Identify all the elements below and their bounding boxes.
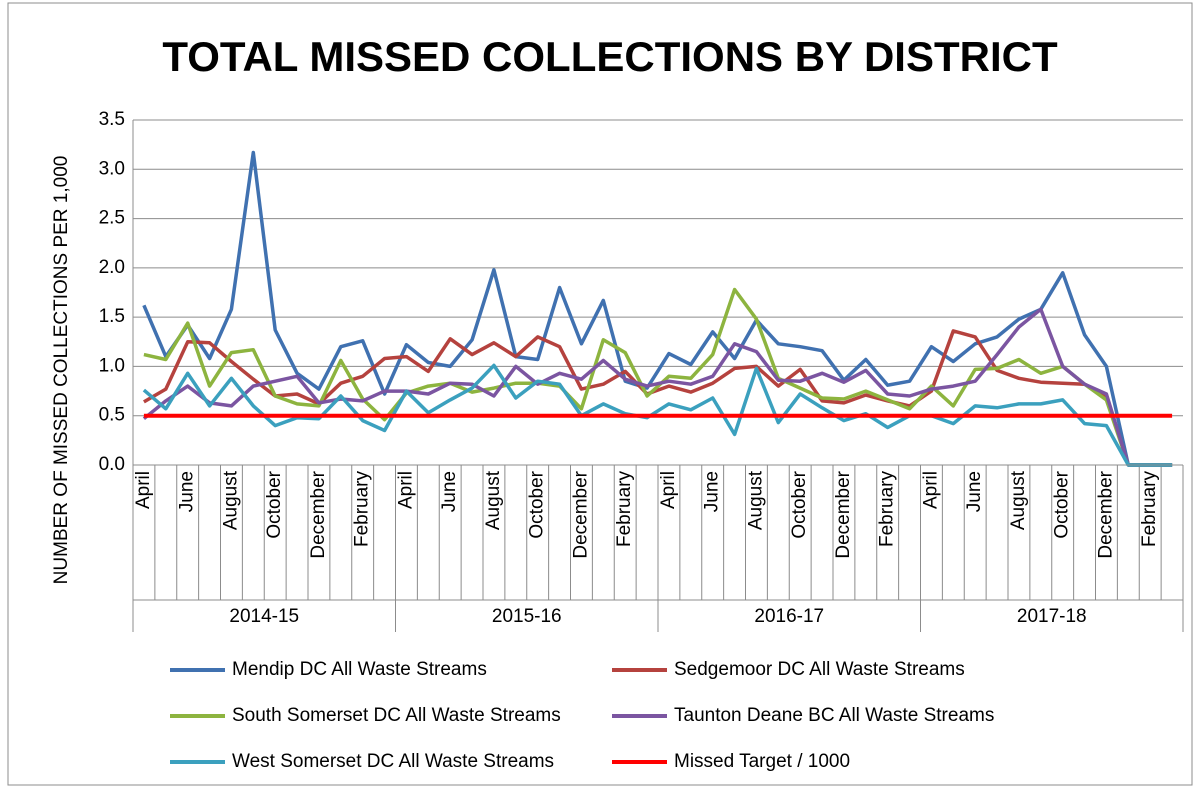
x-tick-label: October: [264, 470, 285, 538]
x-tick-label: February: [1139, 471, 1160, 548]
x-tick-label: April: [920, 471, 941, 509]
chart-frame: [7, 2, 1193, 786]
series-line: [143, 329, 1173, 467]
x-tick-label: August: [1008, 470, 1029, 530]
group-label: 2017-18: [1017, 606, 1087, 627]
y-tick-label: 0.5: [99, 405, 125, 426]
legend-label: Missed Target / 1000: [674, 751, 850, 772]
legend-label: Taunton Deane BC All Waste Streams: [674, 705, 994, 726]
legend-label: South Somerset DC All Waste Streams: [232, 705, 561, 726]
x-tick-label: February: [614, 471, 635, 548]
y-axis-label: NUMBER OF MISSED COLLECTIONS PER 1,000: [51, 156, 72, 585]
x-tick-label: December: [308, 470, 329, 558]
x-tick-label: August: [220, 470, 241, 530]
x-tick-label: December: [1095, 470, 1116, 558]
x-tick-label: April: [133, 471, 154, 509]
x-tick-label: April: [395, 471, 416, 509]
series-line: [142, 307, 1173, 467]
legend-label: West Somerset DC All Waste Streams: [232, 751, 554, 772]
x-tick-label: April: [658, 471, 679, 509]
chart-title: TOTAL MISSED COLLECTIONS BY DISTRICT: [162, 33, 1058, 80]
x-tick-label: August: [745, 470, 766, 530]
y-tick-label: 2.0: [99, 257, 125, 278]
x-tick-label: October: [789, 470, 810, 538]
x-tick-label: October: [527, 470, 548, 538]
x-tick-label: December: [570, 470, 591, 558]
group-label: 2015-16: [492, 606, 562, 627]
series-line: [142, 363, 1173, 467]
x-tick-label: December: [833, 470, 854, 558]
x-tick-label: June: [964, 471, 985, 512]
legend-label: Sedgemoor DC All Waste Streams: [674, 659, 965, 680]
series-line: [142, 150, 1173, 467]
x-tick-label: June: [702, 471, 723, 512]
x-tick-label: February: [352, 471, 373, 548]
x-tick-label: June: [439, 471, 460, 512]
y-tick-label: 2.5: [99, 208, 125, 229]
group-label: 2014-15: [229, 606, 299, 627]
series-line: [143, 287, 1173, 467]
x-tick-label: August: [483, 470, 504, 530]
y-tick-label: 1.5: [99, 306, 125, 327]
y-tick-label: 3.5: [99, 109, 125, 130]
y-tick-label: 0.0: [99, 454, 125, 475]
group-label: 2016-17: [754, 606, 824, 627]
x-tick-label: October: [1052, 470, 1073, 538]
y-tick-label: 1.0: [99, 355, 125, 376]
x-tick-label: February: [877, 471, 898, 548]
y-tick-label: 3.0: [99, 158, 125, 179]
legend-label: Mendip DC All Waste Streams: [232, 659, 487, 680]
x-tick-label: June: [177, 471, 198, 512]
